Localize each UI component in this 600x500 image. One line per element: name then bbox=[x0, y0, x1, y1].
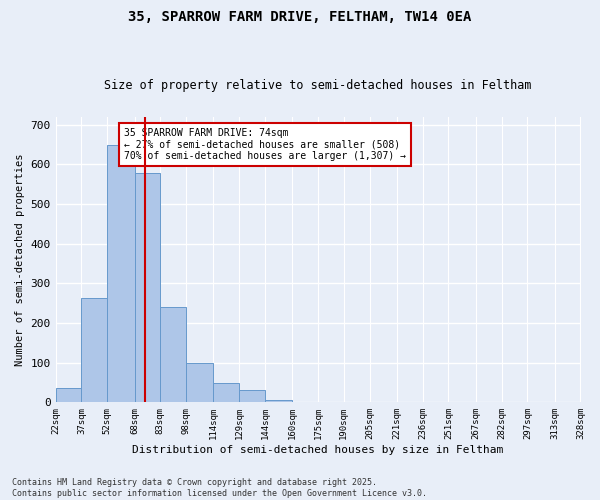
Bar bbox=[186, 362, 214, 403]
Title: Size of property relative to semi-detached houses in Feltham: Size of property relative to semi-detach… bbox=[104, 79, 532, 92]
Bar bbox=[56, 388, 82, 402]
Bar bbox=[239, 390, 265, 402]
X-axis label: Distribution of semi-detached houses by size in Feltham: Distribution of semi-detached houses by … bbox=[133, 445, 504, 455]
Bar bbox=[214, 382, 239, 402]
Bar bbox=[107, 146, 134, 402]
Y-axis label: Number of semi-detached properties: Number of semi-detached properties bbox=[15, 154, 25, 366]
Text: 35 SPARROW FARM DRIVE: 74sqm
← 27% of semi-detached houses are smaller (508)
70%: 35 SPARROW FARM DRIVE: 74sqm ← 27% of se… bbox=[124, 128, 406, 162]
Text: 35, SPARROW FARM DRIVE, FELTHAM, TW14 0EA: 35, SPARROW FARM DRIVE, FELTHAM, TW14 0E… bbox=[128, 10, 472, 24]
Text: Contains HM Land Registry data © Crown copyright and database right 2025.
Contai: Contains HM Land Registry data © Crown c… bbox=[12, 478, 427, 498]
Bar bbox=[134, 173, 160, 402]
Bar bbox=[160, 307, 186, 402]
Bar bbox=[82, 298, 107, 403]
Bar bbox=[265, 400, 292, 402]
